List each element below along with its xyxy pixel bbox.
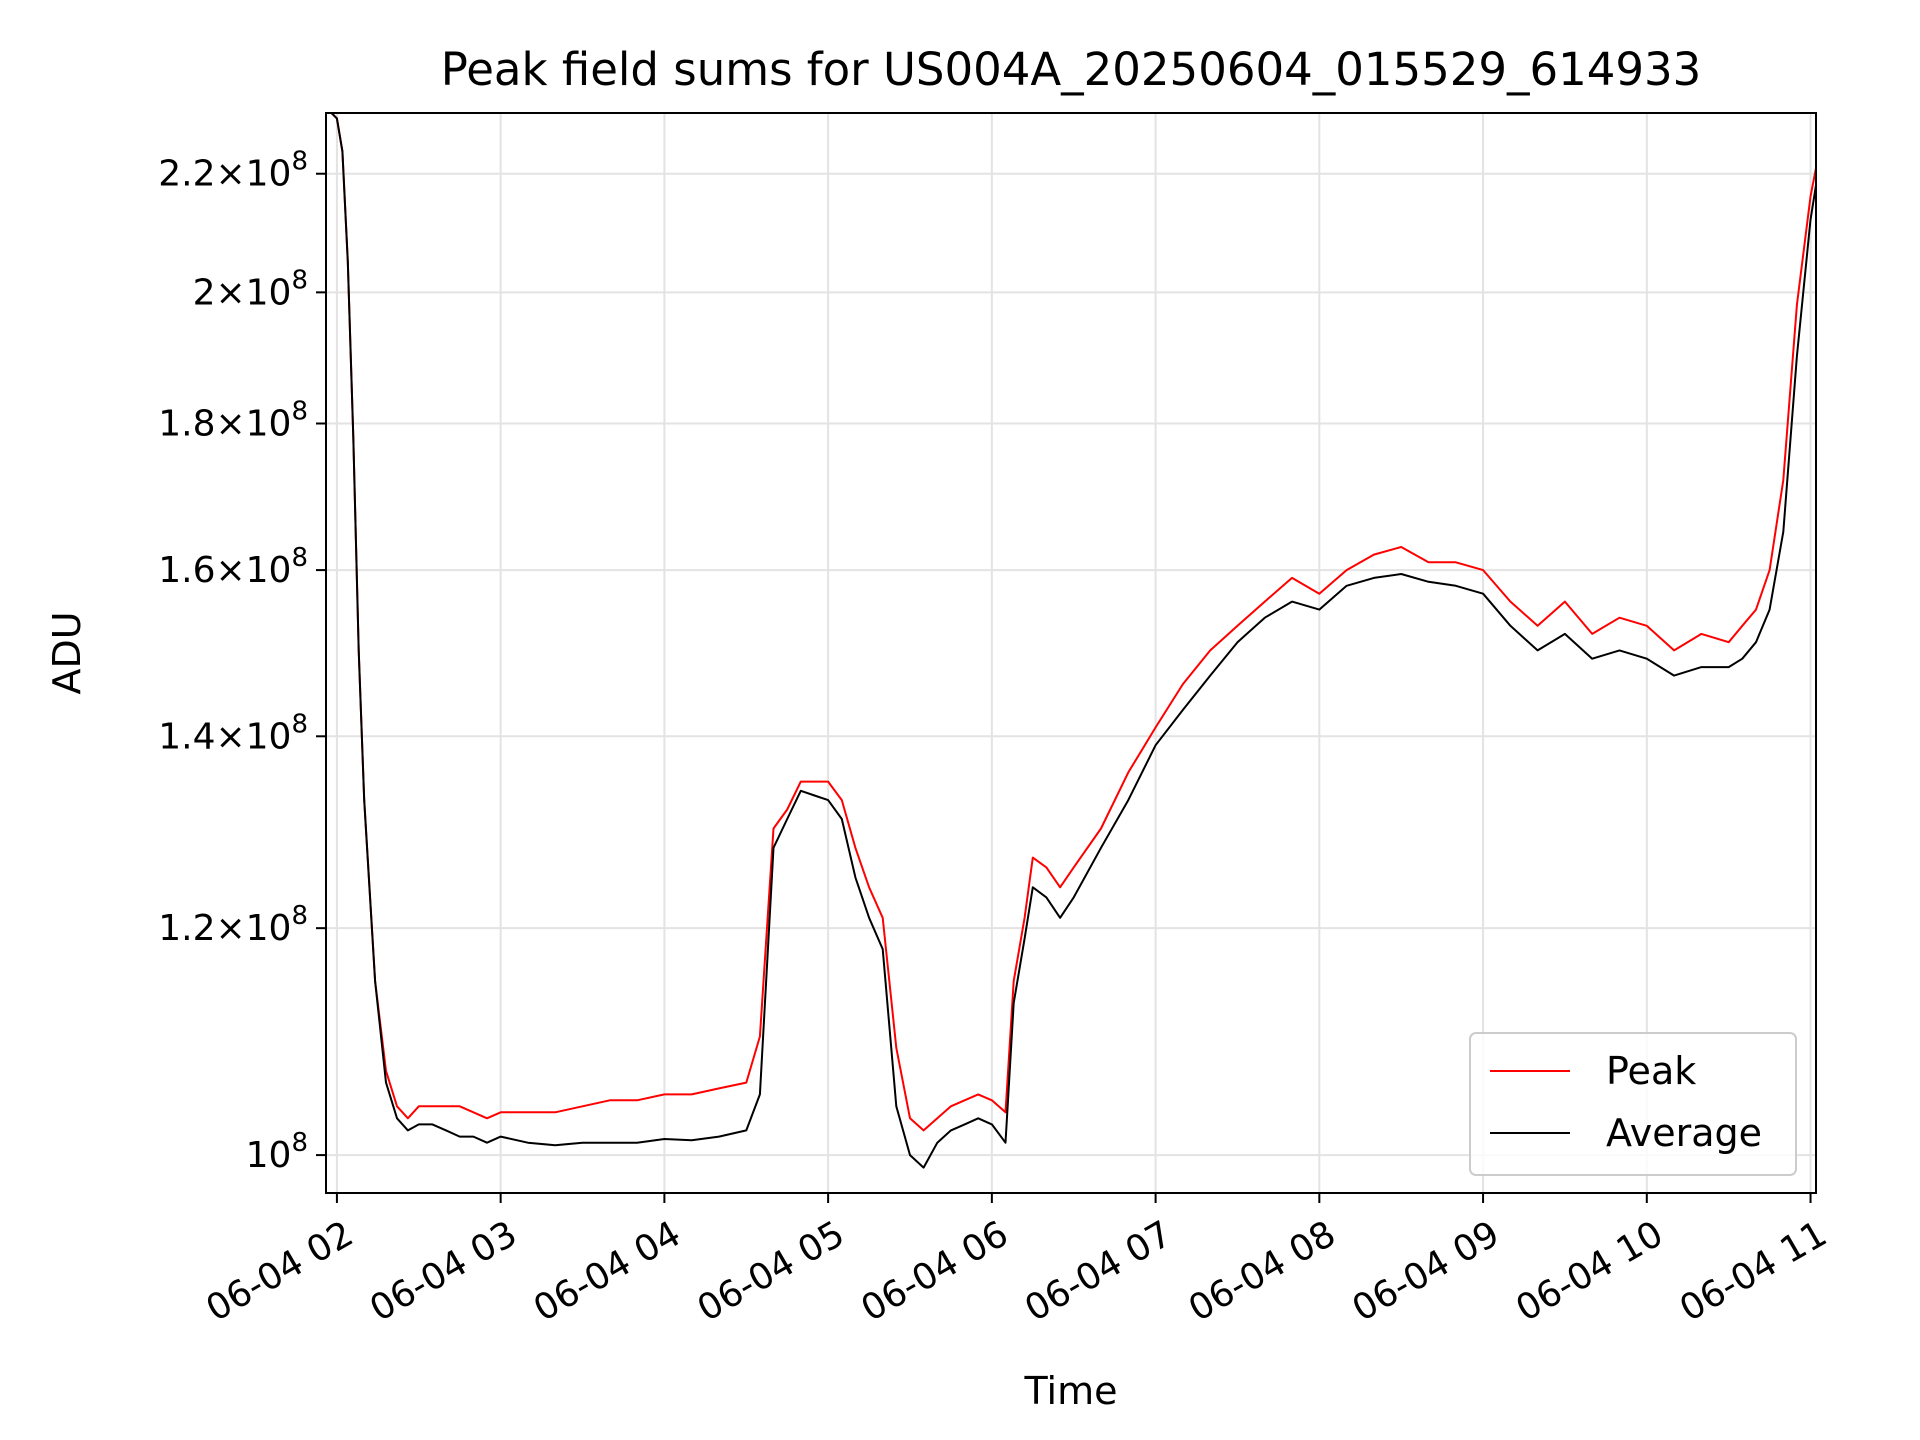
series-layer: [326, 113, 1816, 1169]
x-axis-label: Time: [1024, 1369, 1118, 1413]
y-axis-ticks: 108 1.2×108 1.4×108 1.6×108 1.8×108 2×108 2.2×…: [158, 147, 326, 1176]
y-tick-label: 2.2×108: [158, 147, 308, 195]
chart-title: Peak field sums for US004A_20250604_0155…: [441, 43, 1702, 96]
y-axis-label: ADU: [45, 611, 89, 694]
series-line-average: [326, 113, 1816, 1169]
legend-box: [1469, 1032, 1797, 1176]
legend-peak-label: Peak: [1606, 1049, 1696, 1093]
legend-average-label: Average: [1606, 1111, 1762, 1155]
y-tick-label: 1.8×108: [158, 396, 308, 444]
y-tick-label: 108: [246, 1128, 308, 1176]
y-tick-label: 1.2×108: [158, 901, 308, 949]
y-tick-label: 1.4×108: [158, 709, 308, 757]
y-tick-label: 1.6×108: [158, 543, 308, 591]
series-line-peak: [326, 113, 1816, 1132]
y-tick-label: 2×108: [193, 265, 308, 313]
plot-frame: [325, 112, 1817, 1194]
legend: Peak Average: [1469, 1032, 1797, 1176]
